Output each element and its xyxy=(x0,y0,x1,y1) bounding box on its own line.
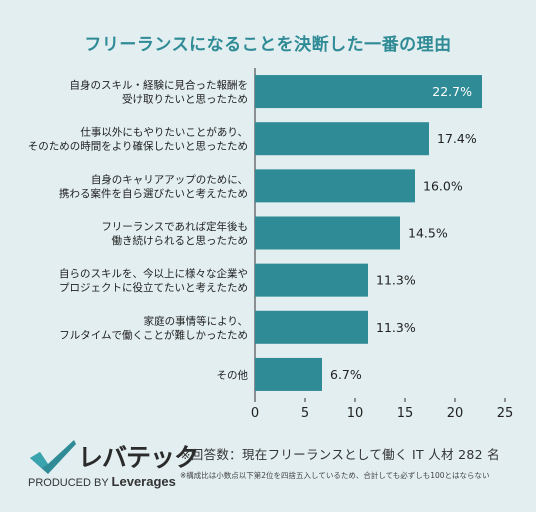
leverages-logo: レバテック PRODUCED BY Leverages xyxy=(28,438,199,498)
category-label: 仕事以外にもやりたいことがあり、 xyxy=(80,126,248,139)
bar xyxy=(255,263,368,297)
x-tick-label: 25 xyxy=(497,406,514,421)
bar-value-label: 11.3% xyxy=(376,273,416,288)
rounding-note: ※構成比は小数点以下第2位を四捨五入しているため、合計しても必ずしも100とはな… xyxy=(180,471,490,480)
bar-value-label: 11.3% xyxy=(376,320,416,335)
bar-value-label: 16.0% xyxy=(423,178,463,193)
bar-value-label: 6.7% xyxy=(330,367,362,382)
footer: レバテック PRODUCED BY Leverages ※回答数：現在フリーラン… xyxy=(0,430,536,512)
x-tick-label: 20 xyxy=(447,406,464,421)
category-label: 家庭の事情等により、 xyxy=(144,314,248,327)
category-label: 働き続けられると思ったため xyxy=(112,234,249,247)
bar xyxy=(255,357,322,391)
x-tick-label: 5 xyxy=(301,406,309,421)
category-label: フリーランスであれば定年後も xyxy=(101,220,248,233)
category-label: 自身のスキル・経験に見合った報酬を xyxy=(70,79,249,92)
category-label: その他 xyxy=(217,368,249,381)
logo-name: レバテック xyxy=(78,443,199,472)
x-tick-label: 15 xyxy=(397,406,414,421)
bar xyxy=(255,169,415,203)
bar xyxy=(255,310,368,344)
chart-title: フリーランスになることを決断した一番の理由 xyxy=(84,35,452,55)
category-label: そのための時間をより確保したいと思ったため xyxy=(28,140,248,153)
bar-value-label: 14.5% xyxy=(408,226,448,241)
logo-subtitle: PRODUCED BY Leverages xyxy=(28,474,176,489)
bar-value-label: 17.4% xyxy=(437,131,477,146)
category-label: フルタイムで働くことが難しかったため xyxy=(59,328,248,341)
logo-check-icon xyxy=(30,440,76,474)
respondent-note: ※回答数：現在フリーランスとして働く IT 人材 282 名 xyxy=(180,447,500,462)
bar xyxy=(255,216,400,250)
x-tick-label: 10 xyxy=(347,406,364,421)
bar-value-label: 22.7% xyxy=(432,84,472,99)
logo-sub-brand: Leverages xyxy=(111,474,176,489)
bar xyxy=(255,122,429,156)
category-label: 携わる案件を自ら選びたいと考えたため xyxy=(59,187,248,200)
category-label: 受け取りたいと思ったため xyxy=(122,94,248,106)
category-label: 自らのスキルを、今以上に様々な企業や xyxy=(59,267,248,280)
category-label: プロジェクトに役立てたいと考えたため xyxy=(59,281,248,294)
bar xyxy=(255,75,482,109)
category-label: 自身のキャリアアップのために、 xyxy=(91,173,248,186)
x-tick-label: 0 xyxy=(251,406,259,421)
logo-sub-prefix: PRODUCED BY xyxy=(28,477,109,489)
